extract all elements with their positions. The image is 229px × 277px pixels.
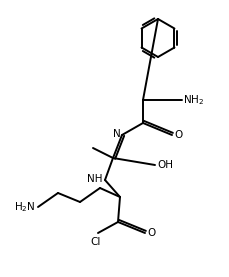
Text: Cl: Cl — [91, 237, 101, 247]
Text: N: N — [113, 129, 121, 139]
Text: NH: NH — [87, 174, 103, 184]
Text: O: O — [147, 228, 155, 238]
Text: OH: OH — [157, 160, 173, 170]
Text: H$_2$N: H$_2$N — [14, 200, 36, 214]
Text: O: O — [174, 130, 182, 140]
Text: NH$_2$: NH$_2$ — [183, 93, 204, 107]
